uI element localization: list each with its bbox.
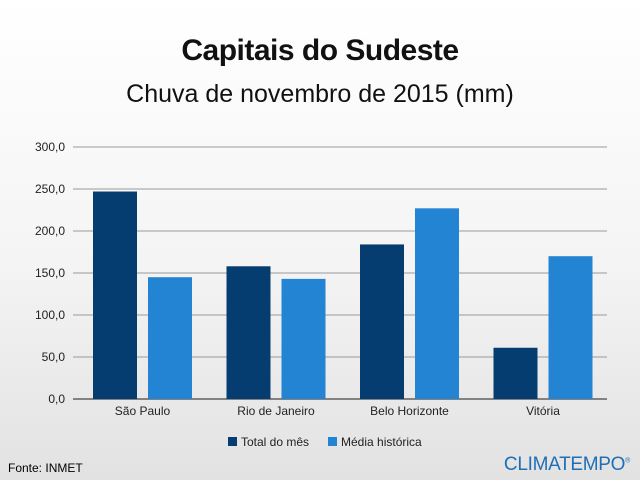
y-tick-label: 150,0 [35, 266, 65, 280]
y-tick-label: 50,0 [42, 350, 66, 364]
legend-swatch [328, 437, 337, 446]
chart-title: Capitais do Sudeste [181, 34, 459, 67]
chart-subtitle: Chuva de novembro de 2015 (mm) [126, 80, 514, 108]
x-tick-label: Vitória [526, 404, 560, 418]
brand-registered-mark: ® [625, 457, 630, 465]
y-tick-label: 100,0 [35, 308, 65, 322]
legend-swatch [228, 437, 237, 446]
x-tick-label: São Paulo [115, 404, 171, 418]
bar [93, 191, 137, 399]
bar [415, 208, 459, 399]
bar [226, 266, 271, 399]
x-tick-label: Rio de Janeiro [237, 404, 315, 418]
x-tick-label: Belo Horizonte [370, 404, 449, 418]
legend-label: Total do mês [241, 435, 309, 449]
y-tick-label: 250,0 [35, 182, 65, 196]
legend-label: Média histórica [341, 435, 422, 449]
bar [148, 277, 192, 399]
bar [493, 347, 538, 399]
y-tick-label: 0,0 [48, 392, 65, 406]
bar [281, 278, 326, 399]
brand-name: CLIMATEMPO [503, 454, 626, 475]
source-note: Fonte: INMET [8, 461, 83, 475]
y-tick-label: 300,0 [35, 140, 65, 154]
bar [360, 244, 404, 399]
brand-logo: CLIMATEMPO® [504, 454, 630, 476]
bar [548, 256, 593, 399]
y-tick-label: 200,0 [35, 224, 65, 238]
